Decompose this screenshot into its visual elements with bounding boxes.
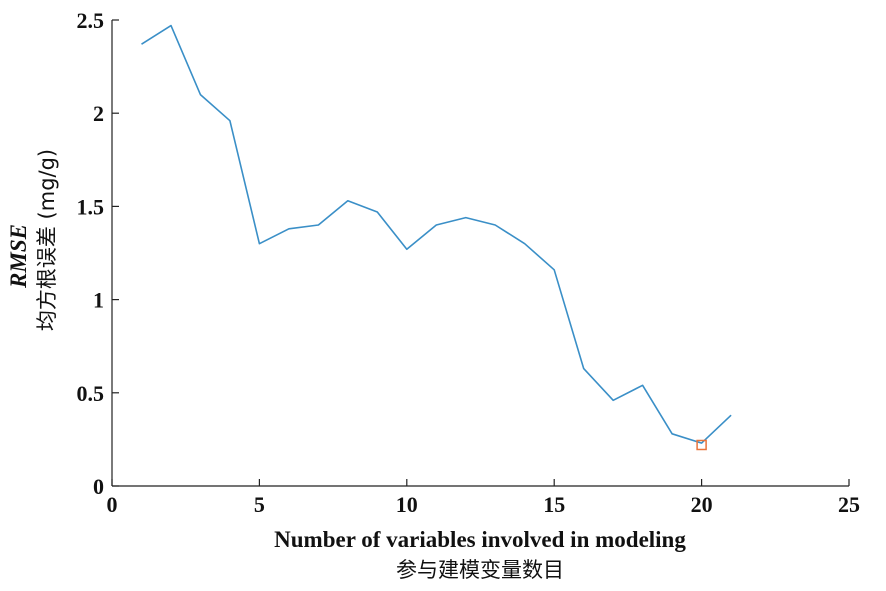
marker-layer <box>696 439 707 451</box>
series-layer <box>141 24 732 444</box>
minimum-rmse-marker <box>696 439 707 451</box>
x-tick-label: 25 <box>838 492 860 517</box>
x-ticks: 0 5 10 15 20 25 <box>107 479 860 517</box>
y-ticks: 0 0.5 1 1.5 2 2.5 <box>77 8 119 499</box>
y-tick-label: 1.5 <box>77 194 105 219</box>
x-axis-title-cn: 参与建模变量数目 <box>396 558 564 582</box>
axes <box>111 20 849 487</box>
y-tick-label: 0 <box>93 474 104 499</box>
x-tick-label: 10 <box>396 492 418 517</box>
x-tick-label: 5 <box>254 492 265 517</box>
x-tick-label: 20 <box>691 492 713 517</box>
x-tick-label: 0 <box>107 492 118 517</box>
y-axis-title-italic: RMSE <box>6 224 31 289</box>
x-tick-label: 15 <box>543 492 565 517</box>
y-tick-label: 0.5 <box>77 381 105 406</box>
y-tick-label: 2.5 <box>77 8 105 33</box>
y-tick-label: 1 <box>93 288 104 313</box>
x-axis-title: Number of variables involved in modeling <box>274 527 686 552</box>
rmse-series-line <box>141 24 732 444</box>
y-axis-title-cn: 均方根误差 (mg/g) <box>35 149 59 331</box>
y-tick-label: 2 <box>93 101 104 126</box>
